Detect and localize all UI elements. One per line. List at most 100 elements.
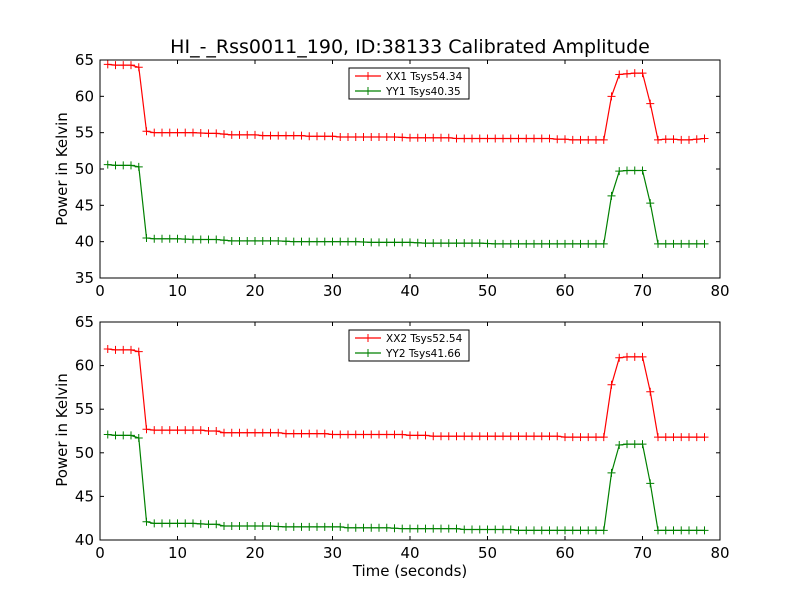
data-point (274, 131, 283, 140)
x-tick-label: 70 (633, 282, 652, 300)
data-point (406, 524, 414, 533)
data-point (142, 517, 151, 526)
data-point (344, 523, 352, 532)
data-point (607, 191, 616, 200)
data-point (282, 237, 290, 246)
data-point (251, 522, 259, 531)
data-point (336, 237, 345, 246)
data-point (630, 69, 639, 78)
data-point (406, 431, 414, 440)
data-point (328, 132, 337, 141)
y-tick-label: 55 (75, 124, 94, 142)
data-point (382, 133, 391, 142)
data-point (514, 526, 523, 535)
data-point (460, 525, 469, 534)
data-point (638, 440, 647, 449)
data-point (227, 236, 236, 245)
data-point (165, 426, 174, 435)
data-point (475, 239, 484, 248)
data-point (491, 525, 500, 534)
data-point (499, 239, 507, 248)
y-tick-label: 65 (75, 51, 94, 69)
data-point (158, 426, 166, 435)
legend-label: YY2 Tsys41.66 (385, 348, 461, 360)
data-point (599, 239, 608, 248)
data-point (654, 433, 662, 442)
data-point (289, 237, 298, 246)
data-point (599, 433, 608, 442)
data-point (243, 522, 252, 531)
series-2 (103, 160, 709, 248)
data-point (328, 237, 337, 246)
data-point (189, 519, 197, 528)
data-point (227, 130, 236, 139)
data-point (654, 526, 662, 535)
data-point (305, 237, 314, 246)
data-point (305, 522, 314, 531)
legend: XX1 Tsys54.34 YY1 Tsys40.35 (348, 67, 470, 100)
data-point (576, 433, 585, 442)
data-point (592, 135, 600, 144)
series-2 (103, 430, 709, 535)
data-point (452, 239, 461, 248)
data-point (305, 132, 314, 141)
data-point (220, 428, 228, 437)
data-point (685, 526, 693, 535)
data-point (243, 236, 252, 245)
data-point (592, 433, 600, 442)
data-point (189, 235, 197, 244)
data-point (313, 522, 321, 531)
data-point (475, 134, 484, 143)
data-point (266, 428, 275, 437)
data-point (344, 237, 352, 246)
data-point (103, 60, 112, 69)
data-point (142, 127, 151, 136)
data-point (150, 128, 159, 137)
data-point (646, 387, 655, 396)
data-point (282, 522, 290, 531)
y-tick-label: 40 (75, 531, 94, 549)
data-point (344, 133, 352, 142)
data-point (313, 429, 321, 438)
data-point (406, 238, 414, 247)
data-point (576, 526, 585, 535)
data-point (320, 429, 329, 438)
data-point (537, 526, 546, 535)
data-point (336, 133, 345, 142)
data-point (499, 432, 507, 441)
data-point (638, 352, 647, 361)
data-point (243, 428, 252, 437)
data-point (204, 129, 213, 138)
data-point (437, 432, 445, 441)
data-point (654, 135, 662, 144)
data-point (553, 526, 562, 535)
data-point (251, 428, 259, 437)
data-point (158, 519, 166, 528)
data-point (692, 239, 701, 248)
x-tick-label: 10 (168, 282, 187, 300)
x-tick-label: 20 (245, 544, 264, 562)
data-point (483, 239, 492, 248)
data-point (196, 519, 205, 528)
panel-1-ylabel: Power in Kelvin (53, 112, 71, 226)
data-point (313, 237, 321, 246)
data-point (669, 433, 678, 442)
data-point (390, 524, 399, 533)
data-point (429, 239, 438, 248)
data-point (382, 430, 391, 439)
data-point (630, 166, 639, 175)
data-point (437, 239, 445, 248)
data-point (220, 236, 228, 245)
data-point (545, 432, 554, 441)
data-point (390, 430, 399, 439)
data-point (134, 63, 143, 72)
data-point (413, 238, 422, 247)
chart-panels: 0 10 20 30 40 50 60 70 80 35 40 45 50 55 60 65 XX1 Tsys5… (75, 51, 730, 562)
legend-marker (364, 334, 372, 342)
data-point (150, 234, 159, 243)
data-point (685, 135, 693, 144)
data-point (561, 526, 569, 535)
y-tick-label: 35 (75, 269, 94, 287)
data-point (235, 522, 244, 531)
data-point (615, 353, 624, 362)
